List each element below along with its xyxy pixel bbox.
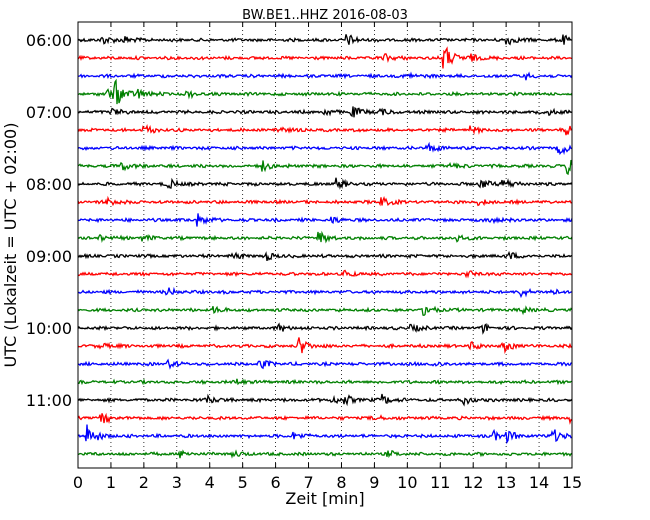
trace-1100 xyxy=(77,393,573,407)
trace-0845 xyxy=(77,230,573,244)
x-tick-label: 4 xyxy=(205,473,215,492)
x-tick-label: 7 xyxy=(303,473,313,492)
trace-lines xyxy=(77,34,573,459)
x-axis-ticks: 0 1 2 3 4 5 6 7 8 9 10 11 12 13 14 15 xyxy=(73,22,582,492)
trace-0745 xyxy=(77,159,573,176)
y-tick-label: 09:00 xyxy=(26,247,72,266)
trace-0830 xyxy=(77,213,573,227)
trace-0630 xyxy=(77,71,573,81)
trace-0600 xyxy=(77,34,573,46)
plot-frame xyxy=(77,21,573,469)
trace-0645 xyxy=(77,78,573,105)
trace-0730 xyxy=(77,141,573,156)
trace-0930 xyxy=(77,286,573,299)
y-tick-label: 10:00 xyxy=(26,319,72,338)
trace-1130 xyxy=(77,424,573,445)
trace-1045 xyxy=(77,378,573,386)
trace-0715 xyxy=(77,123,573,136)
x-tick-label: 10 xyxy=(397,473,417,492)
trace-0945 xyxy=(77,305,573,316)
trace-0615 xyxy=(77,46,573,69)
trace-1145 xyxy=(77,449,573,459)
y-axis-ticks: 06:00 07:00 08:00 09:00 10:00 11:00 xyxy=(26,31,572,410)
x-tick-label: 5 xyxy=(238,473,248,492)
x-tick-label: 9 xyxy=(369,473,379,492)
x-tick-label: 14 xyxy=(529,473,549,492)
x-tick-label: 0 xyxy=(73,473,83,492)
trace-0815 xyxy=(77,195,573,207)
y-tick-label: 07:00 xyxy=(26,103,72,122)
trace-0915 xyxy=(77,269,573,279)
trace-0800 xyxy=(77,177,573,190)
x-tick-label: 1 xyxy=(106,473,116,492)
grid-lines xyxy=(110,22,540,468)
x-tick-label: 8 xyxy=(336,473,346,492)
x-tick-label: 15 xyxy=(562,473,582,492)
trace-1030 xyxy=(77,358,573,370)
trace-0700 xyxy=(77,106,573,118)
trace-1015 xyxy=(77,337,573,355)
y-axis-label: UTC (Lokalzeit = UTC + 02:00) xyxy=(1,123,20,368)
trace-1000 xyxy=(77,322,573,335)
trace-1115 xyxy=(77,412,573,425)
x-tick-label: 6 xyxy=(271,473,281,492)
x-tick-label: 12 xyxy=(463,473,483,492)
chart-title: BW.BE1..HHZ 2016-08-03 xyxy=(242,8,408,23)
y-tick-label: 06:00 xyxy=(26,31,72,50)
x-tick-label: 11 xyxy=(430,473,450,492)
x-tick-label: 2 xyxy=(139,473,149,492)
x-tick-label: 3 xyxy=(172,473,182,492)
trace-0900 xyxy=(77,250,573,262)
y-tick-label: 08:00 xyxy=(26,175,72,194)
x-axis-label: Zeit [min] xyxy=(285,489,364,508)
x-tick-label: 13 xyxy=(496,473,516,492)
y-tick-label: 11:00 xyxy=(26,391,72,410)
